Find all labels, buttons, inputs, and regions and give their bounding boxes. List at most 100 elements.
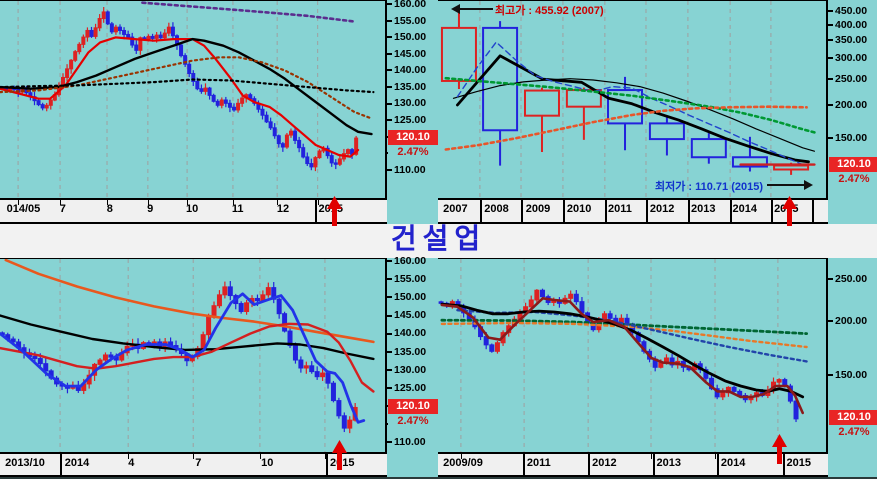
current-price-tag: 120.10 <box>829 156 877 172</box>
axis-divider <box>717 454 720 475</box>
y-axis-tick: 140.00 <box>387 327 426 339</box>
current-position-arrow-icon <box>772 434 788 464</box>
y-axis-tick: 150.00 <box>387 291 426 303</box>
y-axis-tick: 125.00 <box>387 114 426 126</box>
weekly-y-axis: 160.00 155.00 150.00 145.00 140.00 135.00 130.… <box>387 255 438 477</box>
change-percent-label: 2.47% <box>829 171 877 186</box>
ma-thin-black <box>452 78 815 152</box>
weekly-chart-plot[interactable] <box>0 258 387 452</box>
y-axis-tick: 400.00 <box>828 19 867 31</box>
monthly-chart-panel: 2009/09 2011 2012 2013 2014 2015 250.00 200.00… <box>438 258 877 477</box>
axis-divider <box>645 200 648 222</box>
x-axis-tick <box>193 454 195 459</box>
change-percent-label: 2.47% <box>388 144 438 159</box>
weekly-candlestick-plot <box>0 259 375 452</box>
x-axis-label: 10 <box>186 203 199 215</box>
x-axis-label: 2014 <box>720 457 746 469</box>
current-position-arrow-icon <box>782 196 798 226</box>
ma-green-dotted <box>444 76 816 134</box>
yearly-x-axis: 200720082009201020112012201320142015 <box>438 198 828 224</box>
axis-divider <box>652 454 655 475</box>
y-axis-tick: 110.00 <box>387 164 426 176</box>
daily-x-axis: 014/057891011122015 <box>0 198 387 224</box>
y-axis-tick: 110.00 <box>387 436 426 448</box>
ma-black <box>440 302 805 399</box>
axis-divider <box>479 200 482 222</box>
daily-chart-panel: 014/057891011122015 160.00155.00150.0014… <box>0 0 438 226</box>
change-percent-label: 2.47% <box>388 413 438 428</box>
x-axis-label: 2010 <box>566 203 592 215</box>
x-axis-label: 4 <box>128 457 135 469</box>
x-axis-tick <box>324 454 326 459</box>
x-axis-tick <box>651 454 652 459</box>
page-title: 건설업 <box>390 224 487 255</box>
highest-price-annotation: 최고가 : 455.92 (2007) <box>451 2 604 18</box>
axis-divider <box>59 454 62 475</box>
ma-black <box>0 314 375 361</box>
x-axis-label: 2009 <box>525 203 551 215</box>
weekly-x-axis: 2013/10201447102015 <box>0 452 387 477</box>
yearly-candlestick-plot <box>440 1 816 198</box>
x-axis-label: 8 <box>106 203 113 215</box>
x-axis-tick <box>60 200 62 205</box>
ma-black-dotted <box>0 78 375 94</box>
x-axis-label: 7 <box>59 203 66 215</box>
x-axis-tick <box>277 200 279 205</box>
axis-divider <box>562 200 565 222</box>
x-axis-tick <box>715 454 717 459</box>
yearly-chart-panel: 최고가 : 455.92 (2007) 최저가 : 110.71 (2015) … <box>438 0 877 226</box>
x-axis-tick <box>259 454 261 459</box>
axis-divider <box>687 200 690 222</box>
current-position-arrow-icon <box>332 440 348 470</box>
y-axis-tick: 350.00 <box>828 34 867 46</box>
x-axis-label: 7 <box>195 457 202 469</box>
y-axis-tick: 145.00 <box>387 309 426 321</box>
current-position-arrow-icon <box>326 196 342 226</box>
x-axis-tick <box>187 200 189 205</box>
title-band: 건설업 <box>0 224 877 258</box>
axis-divider <box>770 200 773 222</box>
axis-divider <box>522 454 525 475</box>
x-axis-label: 2011 <box>608 203 632 215</box>
axis-divider <box>521 200 524 222</box>
y-axis-tick: 200.00 <box>828 99 867 111</box>
y-axis-tick: 250.00 <box>828 73 867 85</box>
y-axis-tick: 160.00 <box>387 0 426 10</box>
daily-chart-plot[interactable] <box>0 0 387 198</box>
change-percent-label: 2.47% <box>829 425 877 440</box>
x-axis-tick <box>460 454 462 459</box>
current-price-tag: 120.10 <box>388 398 438 414</box>
y-axis-tick: 125.00 <box>387 382 426 394</box>
x-axis-label: 9 <box>147 203 154 215</box>
x-axis-tick <box>18 200 20 205</box>
x-axis-label: 2013 <box>691 203 716 215</box>
x-axis-label: 2012 <box>592 457 617 469</box>
ma-blue-dashed <box>456 41 804 166</box>
x-axis-tick <box>128 454 130 459</box>
x-axis-tick <box>147 200 149 205</box>
y-axis-tick: 150.00 <box>828 369 867 381</box>
x-axis-label: 2014 <box>732 203 758 215</box>
x-axis-label: 2013 <box>656 457 681 469</box>
x-axis-tick <box>317 200 319 205</box>
monthly-chart-plot[interactable] <box>438 258 828 452</box>
current-price-tag: 120.10 <box>829 410 877 426</box>
x-axis-label: 10 <box>261 457 274 469</box>
y-axis-tick: 300.00 <box>828 52 867 64</box>
x-axis-label: 2008 <box>484 203 509 215</box>
yearly-chart-plot[interactable]: 최고가 : 455.92 (2007) 최저가 : 110.71 (2015) <box>438 0 828 198</box>
lowest-price-annotation: 최저가 : 110.71 (2015) <box>655 178 814 194</box>
weekly-chart-panel: 2013/10201447102015 160.00155.00150.0014… <box>0 255 438 477</box>
x-axis-label: 014/05 <box>6 203 41 215</box>
y-axis-tick: 130.00 <box>387 97 426 109</box>
ma-purple-dotted <box>141 1 356 23</box>
daily-candlestick-plot <box>0 1 375 198</box>
y-axis-tick: 200.00 <box>828 315 867 327</box>
y-axis-tick: 250.00 <box>828 273 867 285</box>
y-axis-tick: 450.00 <box>828 5 867 17</box>
x-axis-label: 2015 <box>786 457 811 469</box>
y-axis-tick: 150.00 <box>387 31 426 43</box>
x-axis-label: 2009/09 <box>443 457 483 469</box>
x-axis-label: 2007 <box>443 203 468 215</box>
